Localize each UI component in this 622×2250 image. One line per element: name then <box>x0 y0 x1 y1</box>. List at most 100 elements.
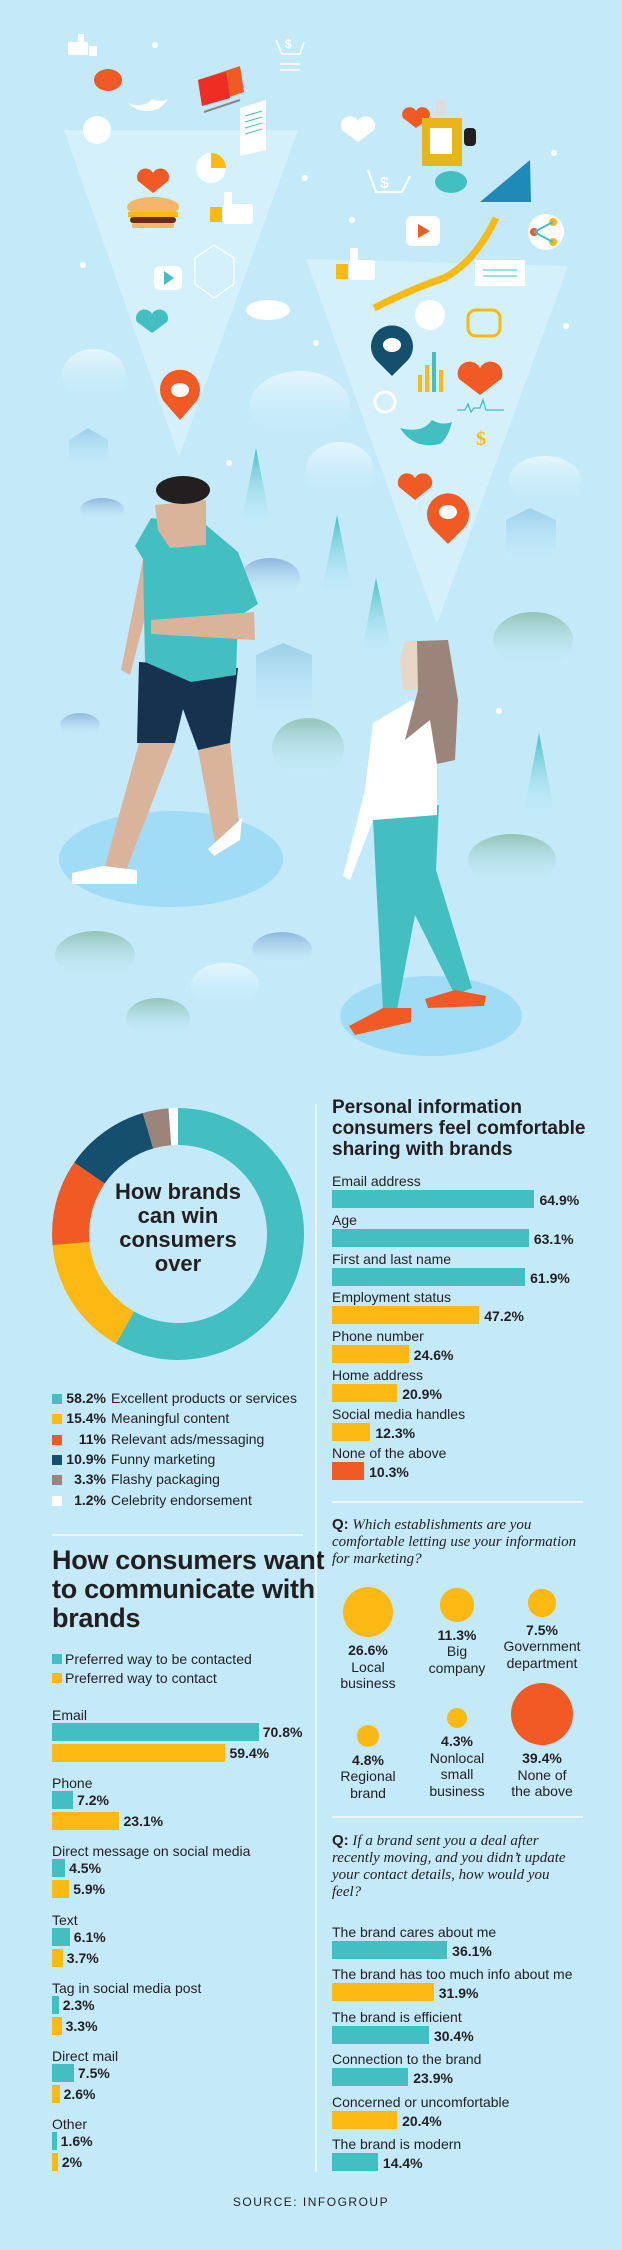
moving-question: Q: If a brand sent you a deal after rece… <box>332 1832 582 1901</box>
bar-value: 36.1% <box>452 1943 492 1959</box>
bubble-label: 26.6% Local business <box>323 1642 413 1692</box>
divider <box>332 1501 583 1503</box>
bar <box>332 2068 409 2087</box>
establishments-question: Q: Which establishments are you comforta… <box>332 1516 592 1568</box>
pinterest-icon <box>373 390 397 414</box>
bar-label: The brand is modern <box>332 2136 462 2152</box>
category-label: Direct mail <box>52 2048 119 2064</box>
bar <box>332 2025 429 2044</box>
background-hills <box>55 349 581 1038</box>
bar-value: 5.9% <box>73 1881 106 1898</box>
bar <box>52 2153 58 2172</box>
bar-label: Employment status <box>332 1289 452 1306</box>
svg-text:$: $ <box>285 37 292 51</box>
bar <box>332 1983 434 2002</box>
bubble-category: Local business <box>340 1658 396 1692</box>
bar <box>332 2153 378 2171</box>
bar <box>332 1228 529 1247</box>
divider <box>332 1816 583 1818</box>
document-icon <box>240 100 266 156</box>
personal-info-chart-title: Personal information consumers feel comf… <box>332 1097 586 1160</box>
bar-label: Email address <box>332 1173 421 1189</box>
bar-value: 3.7% <box>66 1949 99 1966</box>
growth-chart-icon <box>480 160 531 202</box>
broken-heart-icon <box>397 473 433 500</box>
chat-bubble-icon <box>435 171 467 193</box>
bubble-value: 26.6% <box>348 1642 388 1659</box>
measuring-tape-icon <box>372 216 500 312</box>
bubble <box>440 1588 474 1622</box>
instagram-icon <box>466 308 502 338</box>
heart-icon <box>402 107 430 128</box>
legend-swatch <box>52 1673 62 1683</box>
svg-text:$: $ <box>380 175 389 192</box>
legend-label: Meaningful content <box>111 1410 230 1427</box>
pulse-line-icon <box>457 397 504 414</box>
cubes <box>69 428 556 720</box>
donut-chart <box>52 1108 304 1360</box>
shopping-cart-icon <box>198 66 244 113</box>
trees <box>240 448 556 820</box>
bar-value: 2.3% <box>62 1996 95 2013</box>
twitter-icon <box>400 420 452 446</box>
bar <box>52 1791 74 1810</box>
speech-bubble-icon <box>94 69 122 91</box>
legend-value: 3.3% <box>74 1471 106 1488</box>
bubble-category: None of the above <box>511 1766 573 1800</box>
divider <box>52 1534 303 1536</box>
bar <box>52 1744 226 1762</box>
bar-value: 64.9% <box>539 1192 580 1208</box>
bar-value: 10.3% <box>369 1463 409 1480</box>
bar <box>332 1941 448 1959</box>
legend-swatch <box>52 1454 62 1465</box>
communicate-chart-title: How consumers want to communicate with b… <box>52 1545 325 1633</box>
heart-icon <box>136 309 168 333</box>
bar-value: 23.1% <box>123 1813 164 1830</box>
legend-value: 1.2% <box>74 1491 106 1508</box>
category-label: Direct message on social media <box>52 1843 251 1860</box>
bubble-value: 7.5% <box>526 1621 558 1638</box>
bar-label: First and last name <box>332 1250 452 1267</box>
category-label: Phone <box>52 1775 93 1792</box>
bar-value: 61.9% <box>530 1269 570 1286</box>
legend-value: 10.9% <box>66 1450 106 1467</box>
legend-label: Celebrity endorsement <box>111 1491 252 1508</box>
bubble-value: 4.3% <box>441 1733 473 1750</box>
legend-label: Relevant ads/messaging <box>111 1430 265 1447</box>
category-label: Tag in social media post <box>52 1979 202 1996</box>
bar <box>332 1306 480 1325</box>
bar-value: 23.9% <box>413 2070 453 2087</box>
bar-value: 2.6% <box>63 2086 96 2102</box>
bar-label: The brand has too much info about me <box>332 1966 573 1983</box>
bar <box>332 2110 398 2129</box>
bar-value: 24.6% <box>413 1347 454 1364</box>
bar <box>52 1995 59 2014</box>
bar-value: 2% <box>61 2154 83 2171</box>
legend-label: Funny marketing <box>111 1450 216 1467</box>
question-text: If a brand sent you a deal after recentl… <box>332 1833 566 1900</box>
bar-value: 6.1% <box>73 1928 106 1945</box>
message-box-icon <box>475 260 525 286</box>
bar-value: 7.2% <box>77 1792 109 1809</box>
bar <box>332 1384 398 1402</box>
hero-illustration: $ $ $ <box>55 34 581 1056</box>
location-pin-icon <box>159 369 200 420</box>
source-note: SOURCE: INFOGROUP <box>232 2195 390 2209</box>
donut-slice <box>142 1108 172 1149</box>
bubble-category: Big company <box>428 1643 486 1676</box>
cart-dollar-icon: $ <box>275 37 305 71</box>
thumbs-up-icon <box>68 34 97 56</box>
bar-label: The brand is efficient <box>332 2008 462 2025</box>
bubble <box>510 1682 573 1745</box>
bar-value: 3.3% <box>65 2017 98 2034</box>
bar <box>52 1880 70 1899</box>
legend-swatch <box>52 1654 62 1664</box>
bubble-label: 11.3% Big company <box>412 1627 502 1677</box>
bar-value: 12.3% <box>375 1424 416 1441</box>
bar-value: 20.9% <box>402 1386 442 1402</box>
bar-value: 47.2% <box>484 1308 524 1325</box>
cloud-icon <box>246 300 290 320</box>
bubble-label: 7.5% Government department <box>497 1622 587 1672</box>
bar <box>52 2016 62 2035</box>
bar-label: Concerned or uncomfortable <box>332 2093 510 2110</box>
